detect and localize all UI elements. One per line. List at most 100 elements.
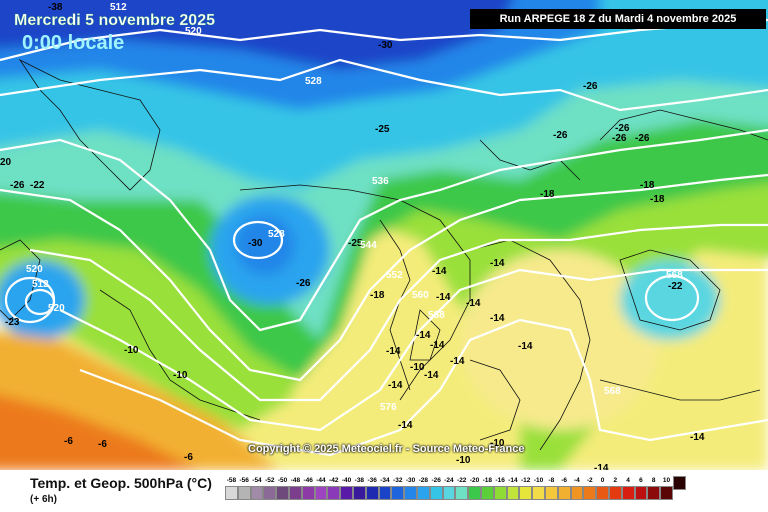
- map-label: -26: [583, 81, 598, 92]
- scale-value: -16: [495, 477, 505, 484]
- scale-step: -12: [519, 476, 533, 504]
- map-label: -25: [348, 238, 363, 249]
- scale-step: -40: [340, 476, 353, 504]
- scale-step: -16: [493, 476, 507, 504]
- temperature-field: -38 512 520 -30 528 -26 -25 -26 -26 -26 …: [0, 0, 768, 470]
- scale-swatch: [365, 486, 379, 500]
- map-label: -26: [612, 133, 627, 144]
- scale-swatch: [340, 486, 353, 500]
- map-label: -14: [416, 330, 431, 341]
- map-label: 568: [604, 386, 621, 397]
- map-label: -14: [386, 346, 401, 357]
- field-deep-blue: [0, 0, 512, 70]
- scale-step: -30: [404, 476, 417, 504]
- scale-value: -34: [380, 477, 390, 484]
- scale-step: -4: [570, 476, 584, 504]
- map-label: 528: [305, 76, 322, 87]
- scale-swatch: [404, 486, 417, 500]
- scale-value: -6: [561, 477, 567, 484]
- run-info-banner: Run ARPEGE 18 Z du Mardi 4 novembre 2025: [470, 9, 766, 29]
- map-label: -18: [650, 194, 665, 205]
- scale-value: -40: [341, 477, 352, 484]
- map-label: -14: [466, 298, 481, 309]
- map-label: -22: [30, 180, 45, 191]
- scale-swatch: [416, 486, 430, 500]
- scale-swatch: [442, 486, 456, 500]
- map-label: -14: [388, 380, 403, 391]
- scale-value: -44: [316, 477, 326, 484]
- map-label: -14: [490, 313, 505, 324]
- map-label: -26: [615, 123, 630, 134]
- cold-pool-core: [235, 215, 295, 275]
- scale-value: -48: [290, 477, 301, 484]
- scale-value: -2: [586, 477, 593, 484]
- map-label: -14: [398, 420, 413, 431]
- scale-step: -50: [276, 476, 289, 504]
- map-label: 20: [0, 157, 12, 168]
- map-label: 576: [380, 402, 397, 413]
- scale-value: -12: [521, 477, 531, 484]
- scale-value: -14: [508, 477, 518, 484]
- scale-value: -24: [444, 477, 454, 484]
- map-label: -26: [553, 130, 568, 141]
- scale-value: -58: [226, 477, 237, 484]
- map-label: -10: [456, 455, 471, 466]
- scale-step: -54: [250, 476, 264, 504]
- scale-value: -4: [574, 477, 580, 484]
- scale-swatch: [583, 486, 597, 500]
- map-label: -30: [378, 40, 393, 51]
- scale-value: -8: [548, 477, 555, 484]
- scale-step: -44: [314, 476, 328, 504]
- map-label: -23: [5, 317, 20, 328]
- scale-swatch: [672, 476, 686, 490]
- scale-value: -32: [393, 477, 403, 484]
- weather-map: -38 512 520 -30 528 -26 -25 -26 -26 -26 …: [0, 0, 768, 470]
- scale-value: -46: [303, 477, 313, 484]
- scale-step: -42: [327, 476, 341, 504]
- scale-step: 8: [647, 476, 661, 504]
- scale-step: -26: [429, 476, 443, 504]
- map-label: -6: [64, 436, 73, 447]
- scale-swatch: [429, 486, 443, 500]
- scale-step: 2: [608, 476, 622, 504]
- scale-step: -20: [468, 476, 481, 504]
- map-label: 552: [386, 270, 403, 281]
- scale-swatch: [506, 486, 520, 500]
- map-label: -18: [370, 290, 385, 301]
- map-label: 528: [268, 229, 285, 240]
- forecast-time: 0:00 locale: [22, 32, 125, 54]
- scale-step: -22: [455, 476, 469, 504]
- scale-step: -10: [532, 476, 545, 504]
- scale-swatch: [237, 486, 251, 500]
- scale-value: 10: [662, 477, 671, 484]
- map-label: 512: [110, 2, 127, 13]
- scale-swatch: [391, 486, 405, 500]
- scale-swatch: [493, 486, 507, 500]
- map-label: 568: [666, 270, 683, 281]
- map-label: -26: [296, 278, 311, 289]
- map-label: -18: [640, 180, 655, 191]
- map-label: -25: [375, 124, 390, 135]
- map-label: -14: [450, 356, 465, 367]
- scale-step: -6: [557, 476, 571, 504]
- map-label: -26: [10, 180, 25, 191]
- map-label: 520: [26, 264, 43, 275]
- scale-value: -36: [367, 477, 377, 484]
- scale-step: -52: [263, 476, 277, 504]
- map-label: 536: [372, 176, 389, 187]
- scale-step: 6: [634, 476, 648, 504]
- map-label: -26: [635, 133, 650, 144]
- map-label: -10: [410, 362, 425, 373]
- scale-swatch: [378, 486, 392, 500]
- map-label: -14: [430, 340, 445, 351]
- map-label: -22: [668, 281, 683, 292]
- scale-value: 0: [600, 477, 605, 484]
- scale-value: -18: [482, 477, 493, 484]
- scale-value: -56: [239, 477, 249, 484]
- scale-step: 4: [621, 476, 635, 504]
- map-label: 512: [32, 279, 49, 290]
- map-label: -14: [594, 463, 609, 470]
- scale-step: -48: [288, 476, 302, 504]
- scale-step: -56: [237, 476, 251, 504]
- scale-swatch: [557, 486, 571, 500]
